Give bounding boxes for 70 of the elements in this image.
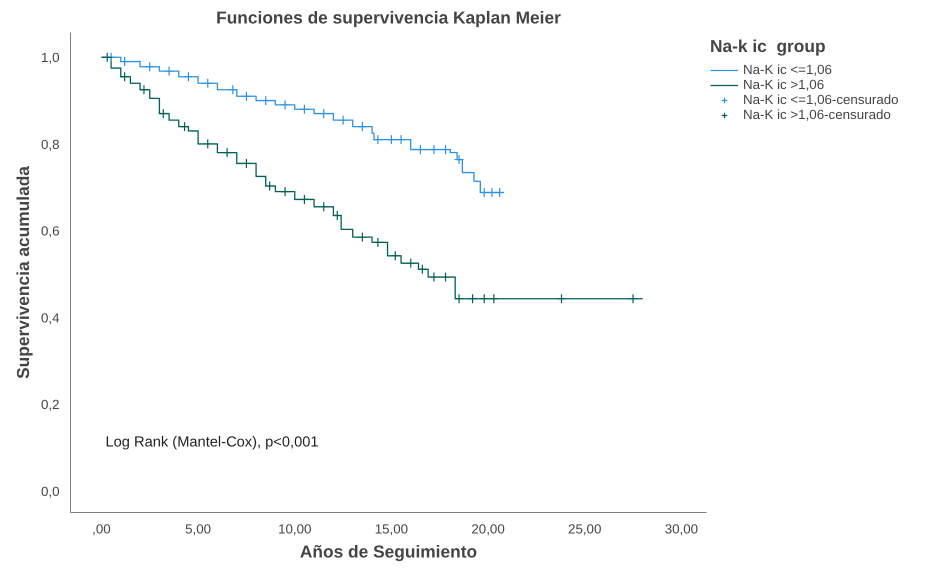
point (120, 72, 130, 82)
point (467, 294, 478, 304)
point (372, 134, 383, 145)
point (628, 294, 638, 304)
point (202, 138, 213, 150)
point (372, 237, 383, 248)
point (428, 272, 440, 282)
legend-title: Na-k ic group (710, 36, 827, 57)
x-tick-label: ,00 (92, 522, 111, 536)
y-tick-label: 0,6 (40, 224, 60, 239)
y-tick-label: 0,2 (40, 397, 60, 412)
x-tick-label: 30,00 (664, 522, 698, 536)
legend-label: Na-K ic <=1,06-censurado (743, 92, 899, 107)
point (264, 180, 275, 192)
point (202, 78, 213, 88)
legend-label: Na-K ic >1,06-censurado (743, 107, 891, 122)
chart-title: Funciones de supervivencia Kaplan Meier (216, 8, 562, 28)
point (299, 194, 310, 205)
point (241, 158, 252, 169)
point (280, 100, 290, 110)
point (222, 148, 232, 158)
point (415, 144, 426, 155)
x-tick-label: 10,00 (278, 522, 312, 536)
point (454, 294, 464, 304)
point (228, 84, 238, 95)
point (179, 121, 190, 132)
point (357, 121, 368, 132)
point (488, 294, 499, 304)
point (390, 250, 400, 261)
point (183, 72, 194, 82)
point (428, 144, 440, 155)
x-axis-title: Años de Seguimiento (300, 542, 478, 562)
point (486, 187, 498, 198)
point (332, 210, 342, 221)
point (138, 84, 150, 95)
point (241, 91, 252, 102)
point (454, 154, 464, 165)
legend-label: Na-K ic >1,06 (743, 77, 824, 92)
y-axis-title: Supervivencia acumulada (12, 166, 33, 379)
x-tick-label: 5,00 (185, 522, 212, 536)
x-tick-label: 25,00 (568, 522, 602, 536)
point (440, 144, 451, 155)
point (417, 264, 428, 274)
point (396, 134, 406, 145)
point (318, 108, 329, 119)
y-tick-label: 0,8 (40, 136, 60, 152)
point (260, 95, 271, 106)
point (164, 66, 174, 76)
point (479, 187, 490, 198)
point (479, 294, 490, 304)
y-tick-label: 0,4 (40, 310, 60, 326)
legend-label: Na-K ic <=1,06 (743, 62, 832, 77)
x-tick-label: 20,00 (471, 522, 505, 536)
point (386, 134, 396, 145)
point (102, 52, 112, 62)
point (144, 62, 155, 72)
point (280, 186, 290, 197)
point (357, 232, 368, 242)
point (318, 202, 329, 212)
annotation: Log Rank (Mantel-Cox), p<0,001 (106, 434, 319, 450)
point (406, 258, 416, 268)
point (338, 114, 348, 126)
y-tick-label: 0,0 (40, 484, 60, 499)
point (440, 272, 451, 282)
point (556, 294, 567, 304)
y-tick-label: 1,0 (40, 50, 60, 66)
point (299, 104, 310, 114)
x-tick-label: 15,00 (374, 522, 408, 536)
point (120, 56, 130, 67)
point (158, 108, 168, 119)
